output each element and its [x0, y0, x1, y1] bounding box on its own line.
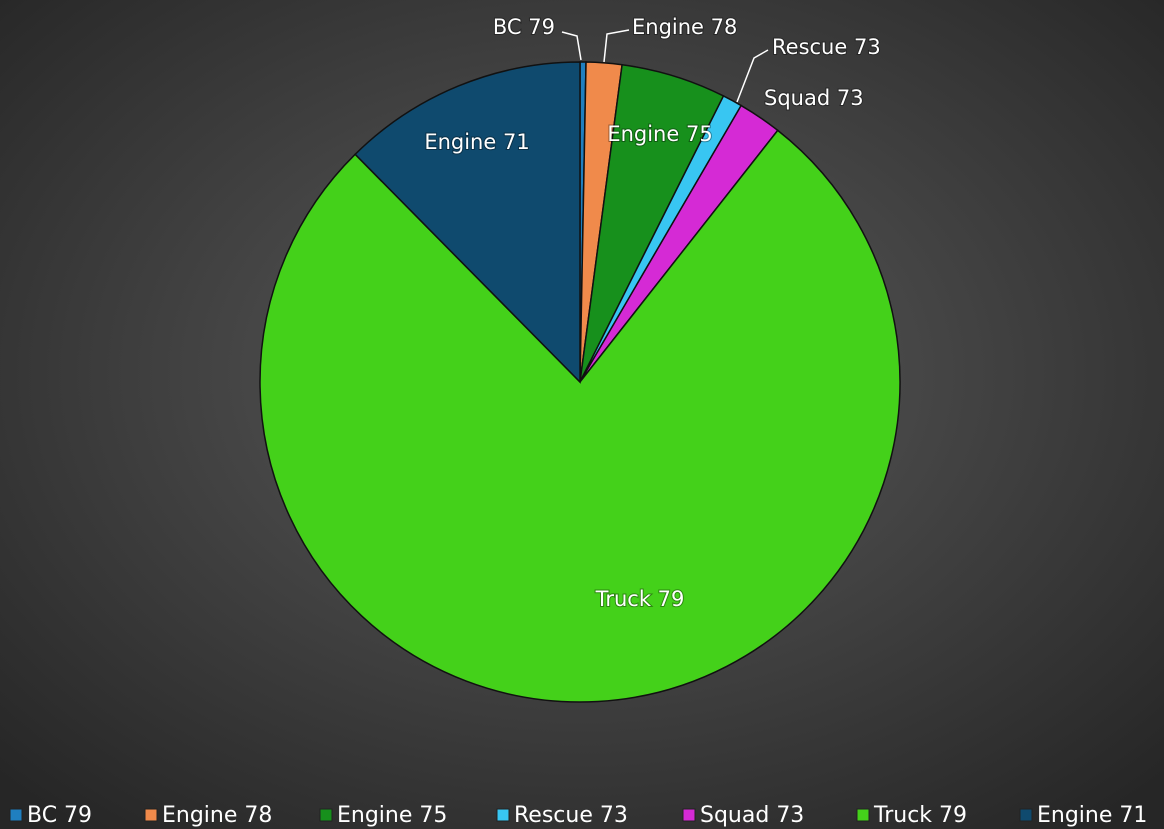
legend-label: Rescue 73: [514, 803, 628, 828]
legend-swatch: [856, 808, 870, 822]
legend-label: Engine 71: [1037, 803, 1147, 828]
legend-swatch: [144, 808, 158, 822]
slice-label: Engine 71: [424, 130, 529, 154]
slice-label: BC 79: [493, 15, 555, 39]
slices: [259, 61, 901, 703]
legend-label: BC 79: [27, 803, 92, 828]
legend-label: Engine 75: [337, 803, 447, 828]
pie-slice: [354, 61, 581, 384]
slice-label: Squad 73: [764, 86, 864, 110]
leader-line: [603, 29, 630, 63]
legend: BC 79 Engine 78 Engine 75 Rescue 73 Squad 73…: [9, 803, 1147, 828]
legend-swatch: [9, 808, 23, 822]
legend-label: Squad 73: [700, 803, 804, 828]
slice-label: Truck 79: [595, 587, 685, 611]
slice-label: Rescue 73: [772, 35, 881, 59]
leader-lines: [561, 29, 769, 103]
leader-line: [561, 31, 582, 61]
legend-swatch: [496, 808, 510, 822]
slice-label: Engine 75: [607, 122, 712, 146]
legend-swatch: [682, 808, 696, 822]
legend-label: Engine 78: [162, 803, 272, 828]
leader-line: [736, 49, 769, 103]
slice-label: Engine 78: [632, 15, 737, 39]
labels: BC 79 Engine 78 Engine 75 Rescue 73 Squad 73…: [423, 14, 881, 612]
pie-slice: [259, 129, 901, 703]
legend-swatch: [319, 808, 333, 822]
legend-swatch: [1019, 808, 1033, 822]
legend-label: Truck 79: [873, 803, 967, 828]
